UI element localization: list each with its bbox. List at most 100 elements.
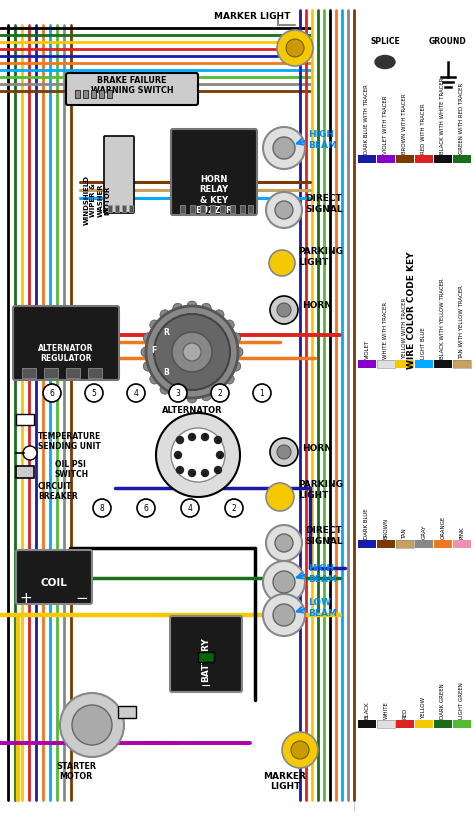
Circle shape — [176, 467, 183, 474]
Circle shape — [214, 384, 224, 395]
Bar — [377, 540, 395, 548]
Bar — [22, 368, 36, 378]
Text: RED: RED — [402, 708, 408, 719]
Circle shape — [160, 310, 170, 319]
Text: MARKER LIGHT: MARKER LIGHT — [214, 12, 290, 21]
Circle shape — [270, 438, 298, 466]
Circle shape — [266, 525, 302, 561]
Circle shape — [266, 483, 294, 511]
Circle shape — [231, 361, 241, 371]
Text: TAN WITH YELLOW TRACER: TAN WITH YELLOW TRACER — [459, 285, 465, 359]
Text: 4: 4 — [188, 503, 192, 512]
Circle shape — [282, 732, 318, 768]
Circle shape — [201, 391, 211, 401]
Circle shape — [277, 303, 291, 317]
Circle shape — [176, 436, 183, 444]
Circle shape — [189, 470, 195, 476]
Circle shape — [173, 303, 183, 313]
Text: 6: 6 — [144, 503, 148, 512]
Text: CIRCUIT
BREAKER: CIRCUIT BREAKER — [38, 482, 78, 502]
Circle shape — [141, 347, 151, 357]
Bar — [453, 720, 471, 728]
FancyBboxPatch shape — [16, 550, 92, 604]
FancyBboxPatch shape — [104, 136, 134, 213]
Bar — [415, 720, 433, 728]
Bar — [358, 155, 376, 163]
Bar — [248, 205, 253, 213]
Circle shape — [156, 413, 240, 497]
Bar — [453, 540, 471, 548]
Text: HORN
RELAY
& KEY
BUZZER: HORN RELAY & KEY BUZZER — [195, 175, 233, 215]
Circle shape — [215, 467, 221, 474]
Circle shape — [187, 393, 197, 403]
Text: SPLICE: SPLICE — [370, 37, 400, 46]
Circle shape — [187, 301, 197, 311]
Circle shape — [201, 434, 209, 440]
FancyBboxPatch shape — [171, 129, 257, 215]
Circle shape — [143, 361, 153, 371]
Text: YELLOW WITH TRACER: YELLOW WITH TRACER — [402, 297, 408, 359]
Bar — [122, 205, 126, 212]
Bar — [107, 90, 112, 98]
Circle shape — [174, 452, 182, 458]
Bar — [453, 360, 471, 368]
Text: BLACK WITH YELLOW TRACER: BLACK WITH YELLOW TRACER — [440, 279, 446, 359]
Text: VIOLET WITH TRACER: VIOLET WITH TRACER — [383, 96, 389, 154]
Circle shape — [201, 303, 211, 313]
Text: F: F — [151, 346, 156, 355]
Text: 3: 3 — [175, 389, 181, 398]
Circle shape — [23, 446, 37, 460]
Text: BROWN WITH TRACER: BROWN WITH TRACER — [402, 93, 408, 154]
Circle shape — [214, 310, 224, 319]
Circle shape — [173, 391, 183, 401]
Bar — [434, 155, 452, 163]
Circle shape — [275, 534, 293, 552]
Bar — [377, 720, 395, 728]
Circle shape — [85, 384, 103, 402]
Circle shape — [181, 499, 199, 517]
Circle shape — [224, 320, 234, 330]
Circle shape — [150, 374, 160, 384]
Circle shape — [263, 561, 305, 603]
Bar — [434, 360, 452, 368]
Text: WHITE: WHITE — [383, 701, 389, 719]
Text: ORANGE: ORANGE — [440, 516, 446, 539]
Bar — [377, 360, 395, 368]
Circle shape — [263, 127, 305, 169]
Text: 6: 6 — [50, 389, 55, 398]
Text: 4: 4 — [218, 454, 222, 459]
Text: MARKER
LIGHT: MARKER LIGHT — [264, 772, 306, 792]
Bar — [108, 205, 112, 212]
Circle shape — [291, 741, 309, 759]
Text: 1: 1 — [260, 389, 264, 398]
Text: −: − — [76, 591, 88, 606]
Circle shape — [43, 384, 61, 402]
Bar — [220, 205, 225, 213]
Circle shape — [171, 428, 225, 482]
Text: HIGH
BEAM: HIGH BEAM — [308, 565, 337, 583]
Text: 6: 6 — [203, 472, 207, 477]
Text: ALTERNATOR: ALTERNATOR — [162, 406, 222, 415]
Bar — [377, 155, 395, 163]
Bar — [115, 205, 119, 212]
Bar — [88, 368, 102, 378]
Text: VIOLET: VIOLET — [365, 340, 370, 359]
Text: GRAY: GRAY — [421, 525, 427, 539]
FancyBboxPatch shape — [13, 306, 119, 380]
Circle shape — [270, 296, 298, 324]
Text: YELLOW: YELLOW — [421, 697, 427, 719]
Text: DARK BLUE WITH TRACER: DARK BLUE WITH TRACER — [365, 84, 370, 154]
Text: 5: 5 — [216, 470, 220, 475]
Circle shape — [224, 374, 234, 384]
Text: WINDSHIELD
WIPER &
WASHER
MOTOR: WINDSHIELD WIPER & WASHER MOTOR — [83, 175, 110, 225]
Bar — [396, 360, 414, 368]
Text: 3: 3 — [216, 440, 220, 444]
Text: 2: 2 — [203, 434, 207, 439]
Bar — [358, 360, 376, 368]
Circle shape — [93, 499, 111, 517]
Text: LIGHT GREEN: LIGHT GREEN — [459, 682, 465, 719]
Text: BLACK: BLACK — [365, 701, 370, 719]
Circle shape — [183, 343, 201, 361]
Circle shape — [72, 705, 112, 745]
Bar — [453, 155, 471, 163]
